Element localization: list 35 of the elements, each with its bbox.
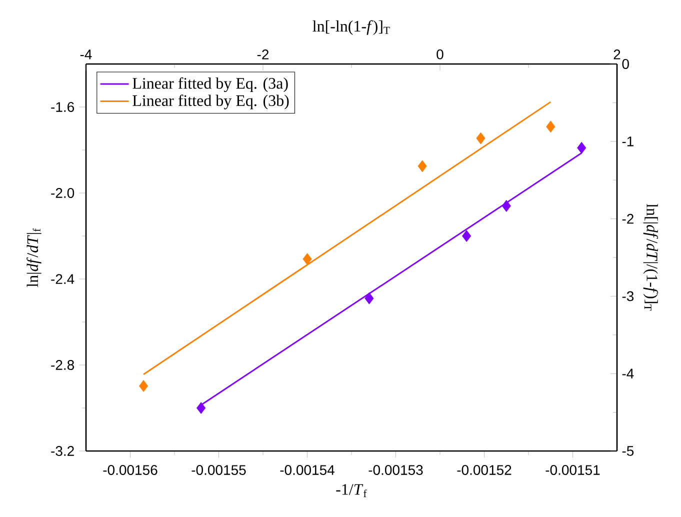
point bbox=[546, 120, 556, 133]
point bbox=[196, 402, 206, 414]
point bbox=[462, 230, 472, 242]
y-tick-label: -2.4 bbox=[51, 274, 74, 284]
x-tick-label: -0.00151 bbox=[546, 465, 600, 475]
y2-tick-label: -4 bbox=[622, 368, 634, 378]
point bbox=[139, 380, 148, 392]
y2-tick-label: -5 bbox=[622, 446, 634, 456]
x-tick-label: -0.00155 bbox=[192, 465, 246, 475]
y-tick-label: -2.8 bbox=[51, 360, 74, 370]
y2-tick-label: -2 bbox=[622, 214, 634, 224]
x-tick-label: -0.00156 bbox=[103, 465, 158, 475]
x2-tick-label: -2 bbox=[257, 50, 269, 60]
point bbox=[577, 142, 586, 154]
y-tick-label: -1.6 bbox=[51, 102, 74, 112]
x-tick-label: -0.00154 bbox=[280, 465, 334, 475]
x2-axis-title: ln[-ln(1-f)]$_{T}$ bbox=[312, 20, 390, 35]
x-tick-label: -0.00153 bbox=[368, 465, 423, 475]
x2-tick-label: -4 bbox=[80, 50, 92, 60]
point bbox=[502, 200, 511, 212]
y2-tick-label: -1 bbox=[622, 136, 634, 146]
x2-tick-label: 0 bbox=[436, 49, 444, 60]
y2-tick-label: -3 bbox=[622, 291, 634, 302]
y-tick-label: -3.2 bbox=[51, 446, 74, 456]
point bbox=[476, 132, 486, 144]
point bbox=[418, 160, 427, 172]
point bbox=[302, 253, 312, 265]
y2-tick-label: 0 bbox=[622, 59, 629, 69]
point bbox=[364, 292, 374, 304]
legend-label: Linear fitted by Eq. (3a) bbox=[132, 77, 288, 92]
x-axis-title: -1/T$_{f}$ bbox=[336, 484, 367, 498]
x-tick-label: -0.00152 bbox=[457, 465, 512, 475]
x2-tick-label: 2 bbox=[614, 50, 620, 60]
legend-label: Linear fitted by Eq. (3b) bbox=[132, 94, 289, 110]
y-tick-label: -2.0 bbox=[51, 188, 74, 198]
